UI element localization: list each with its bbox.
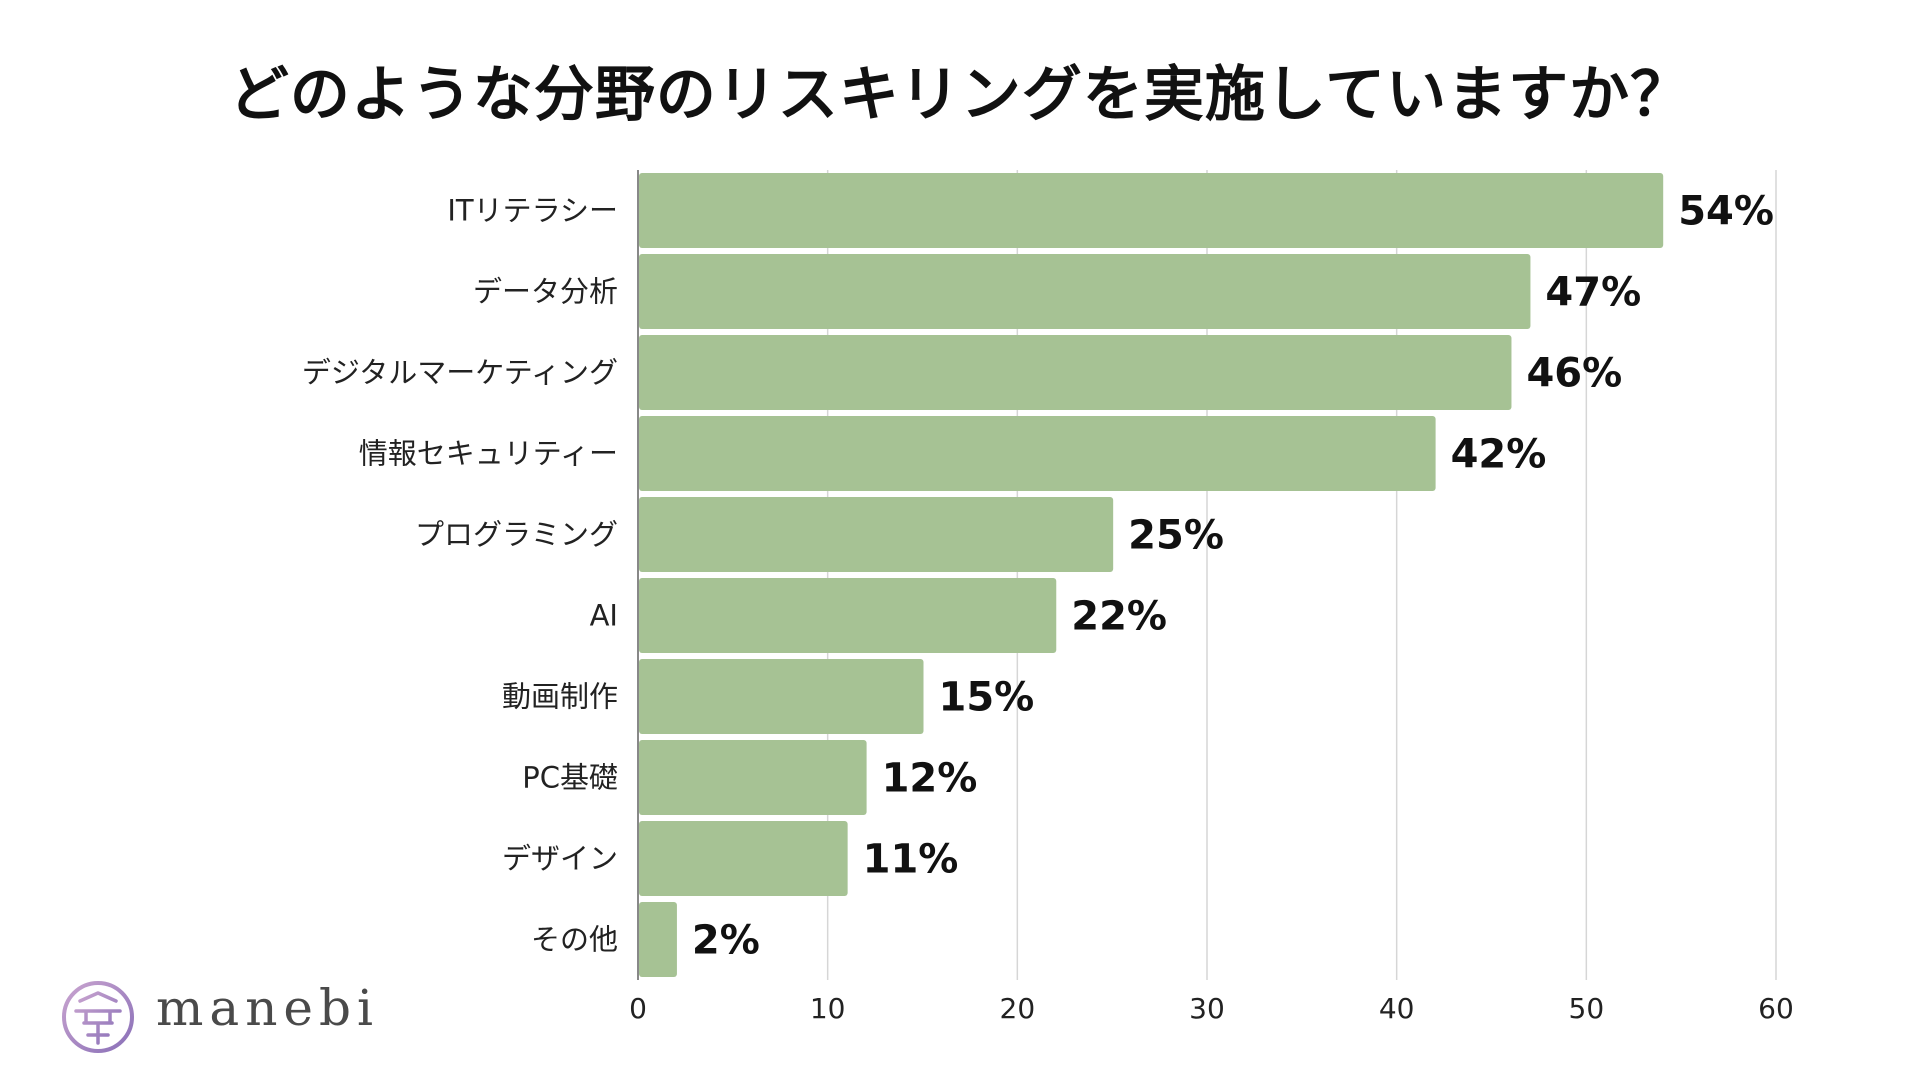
data-label: 42% xyxy=(1451,432,1547,478)
category-label: プログラミング xyxy=(415,518,618,552)
category-label: その他 xyxy=(531,923,618,957)
bar xyxy=(639,821,848,896)
data-label: 22% xyxy=(1071,594,1167,640)
x-tick-label: 30 xyxy=(1189,992,1225,1025)
category-label: デザイン xyxy=(502,842,618,876)
bar xyxy=(639,254,1531,329)
x-tick-label: 50 xyxy=(1569,992,1605,1025)
x-tick-labels: 0 10 20 30 40 50 60 xyxy=(629,992,1794,1025)
x-tick-label: 10 xyxy=(810,992,846,1025)
data-label: 25% xyxy=(1128,513,1224,559)
bar xyxy=(639,902,677,977)
data-label: 12% xyxy=(882,756,978,802)
x-tick-label: 20 xyxy=(1000,992,1036,1025)
category-label: 情報セキュリティー xyxy=(359,437,618,471)
data-label: 46% xyxy=(1526,351,1622,397)
logo-text: manebi xyxy=(156,979,380,1037)
category-label: PC基礎 xyxy=(522,761,618,795)
logo-mark-icon xyxy=(62,981,134,1053)
chart-title: どのような分野のリスキリングを実施していますか？ xyxy=(228,60,1692,130)
category-label: デジタルマーケティング xyxy=(302,356,618,390)
category-label: ITリテラシー xyxy=(447,194,618,228)
data-label: 54% xyxy=(1678,189,1774,235)
category-label: 動画制作 xyxy=(502,680,618,714)
bar xyxy=(639,173,1664,248)
category-label: AI xyxy=(590,599,618,633)
data-label: 15% xyxy=(939,675,1035,721)
x-tick-label: 60 xyxy=(1758,992,1794,1025)
bar xyxy=(639,497,1114,572)
bar xyxy=(639,659,924,734)
data-labels: 54% 47% 46% 42% 25% 22% 15% 12% 11% 2% xyxy=(692,189,1774,964)
x-tick-label: 0 xyxy=(629,992,647,1025)
bar xyxy=(639,740,867,815)
x-tick-label: 40 xyxy=(1379,992,1415,1025)
data-label: 11% xyxy=(863,837,959,883)
bar xyxy=(639,416,1436,491)
manebi-logo: manebi xyxy=(58,977,388,1057)
bar xyxy=(639,578,1057,653)
bars xyxy=(639,173,1664,977)
bar xyxy=(639,335,1512,410)
data-label: 47% xyxy=(1545,270,1641,316)
data-label: 2% xyxy=(692,918,760,964)
category-label: データ分析 xyxy=(473,275,618,309)
